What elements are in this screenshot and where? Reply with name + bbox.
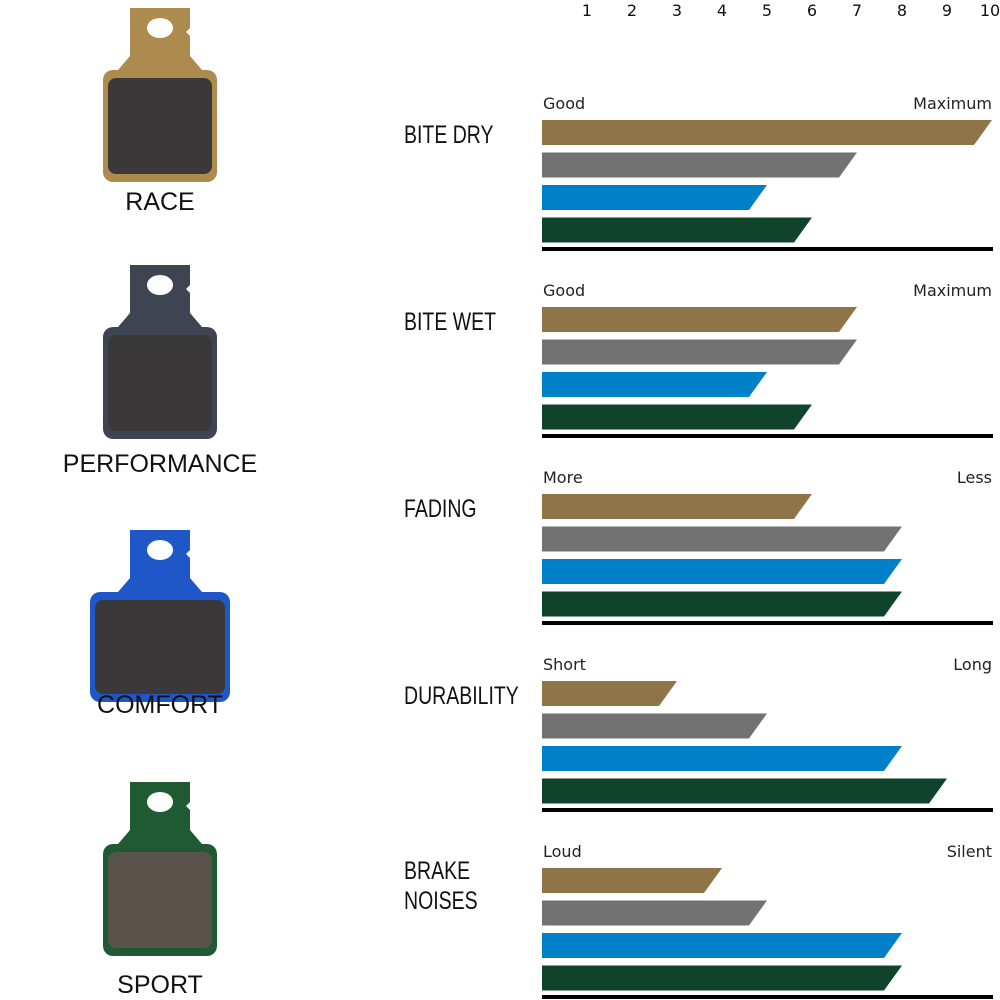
bar-performance <box>542 713 767 739</box>
category-title: DURABILITY <box>404 682 519 710</box>
pad-friction-material <box>108 852 212 948</box>
bar-comfort <box>542 746 902 771</box>
category-group: More Less FADING <box>404 468 993 625</box>
pad-name-label: COMFORT <box>97 691 223 719</box>
bar-race <box>542 868 722 893</box>
x-tick-label: 2 <box>627 1 637 20</box>
x-tick-label: 9 <box>942 1 952 20</box>
category-group: Short Long DURABILITY <box>404 655 993 812</box>
bar-sport <box>542 965 902 991</box>
x-tick-label: 6 <box>807 1 817 20</box>
x-tick-label: 10 <box>980 1 1000 20</box>
pad-friction-material <box>95 600 225 694</box>
x-tick-label: 5 <box>762 1 772 20</box>
bar-comfort <box>542 185 767 210</box>
category-title: NOISES <box>404 887 478 915</box>
bar-performance <box>542 152 857 178</box>
pad-comfort: COMFORT <box>90 530 230 719</box>
category-title: FADING <box>404 495 477 523</box>
category-title: BITE WET <box>404 308 496 336</box>
bar-race <box>542 494 812 519</box>
baseline <box>542 247 993 251</box>
bar-sport <box>542 591 902 617</box>
x-tick-label: 7 <box>852 1 862 20</box>
pad-mount-hole <box>147 18 173 38</box>
bar-performance <box>542 526 902 552</box>
pad-name-label: SPORT <box>117 971 203 999</box>
pad-performance: PERFORMANCE <box>63 265 257 478</box>
bar-race <box>542 307 857 332</box>
pad-mount-hole <box>147 540 173 560</box>
baseline <box>542 434 993 438</box>
bar-sport <box>542 217 812 243</box>
pad-race: RACE <box>103 8 217 216</box>
scale-low-label: Loud <box>543 842 582 861</box>
pad-backplate-tab <box>118 8 202 70</box>
baseline <box>542 621 993 625</box>
scale-high-label: Silent <box>947 842 992 861</box>
scale-low-label: Good <box>543 281 585 300</box>
scale-low-label: Good <box>543 94 585 113</box>
pad-sport: SPORT <box>103 782 217 999</box>
pad-backplate-tab <box>118 530 202 592</box>
pad-mount-hole <box>147 275 173 295</box>
scale-high-label: Long <box>953 655 992 674</box>
pad-name-label: RACE <box>125 188 194 216</box>
category-title: BITE DRY <box>404 121 494 149</box>
scale-low-label: More <box>543 468 583 487</box>
bar-sport <box>542 404 812 430</box>
pad-backplate-tab <box>118 782 202 844</box>
pad-friction-material <box>108 78 212 174</box>
x-tick-label: 8 <box>897 1 907 20</box>
bar-race <box>542 120 992 145</box>
x-tick-label: 1 <box>582 1 592 20</box>
bar-performance <box>542 339 857 365</box>
bar-comfort <box>542 372 767 397</box>
pad-name-label: PERFORMANCE <box>63 450 257 478</box>
bar-comfort <box>542 933 902 958</box>
pad-mount-hole <box>147 792 173 812</box>
bar-race <box>542 681 677 706</box>
pad-friction-material <box>108 335 212 431</box>
scale-high-label: Maximum <box>913 281 992 300</box>
pad-backplate-tab <box>118 265 202 327</box>
x-tick-label: 4 <box>717 1 727 20</box>
category-title: BRAKE <box>404 857 470 885</box>
baseline <box>542 995 993 999</box>
scale-high-label: Maximum <box>913 94 992 113</box>
scale-high-label: Less <box>957 468 992 487</box>
bar-performance <box>542 900 767 926</box>
category-group: Good Maximum BITE DRY <box>404 94 993 251</box>
baseline <box>542 808 993 812</box>
bar-comfort <box>542 559 902 584</box>
category-group: Good Maximum BITE WET <box>404 281 993 438</box>
x-tick-label: 3 <box>672 1 682 20</box>
scale-low-label: Short <box>543 655 586 674</box>
bar-sport <box>542 778 947 804</box>
